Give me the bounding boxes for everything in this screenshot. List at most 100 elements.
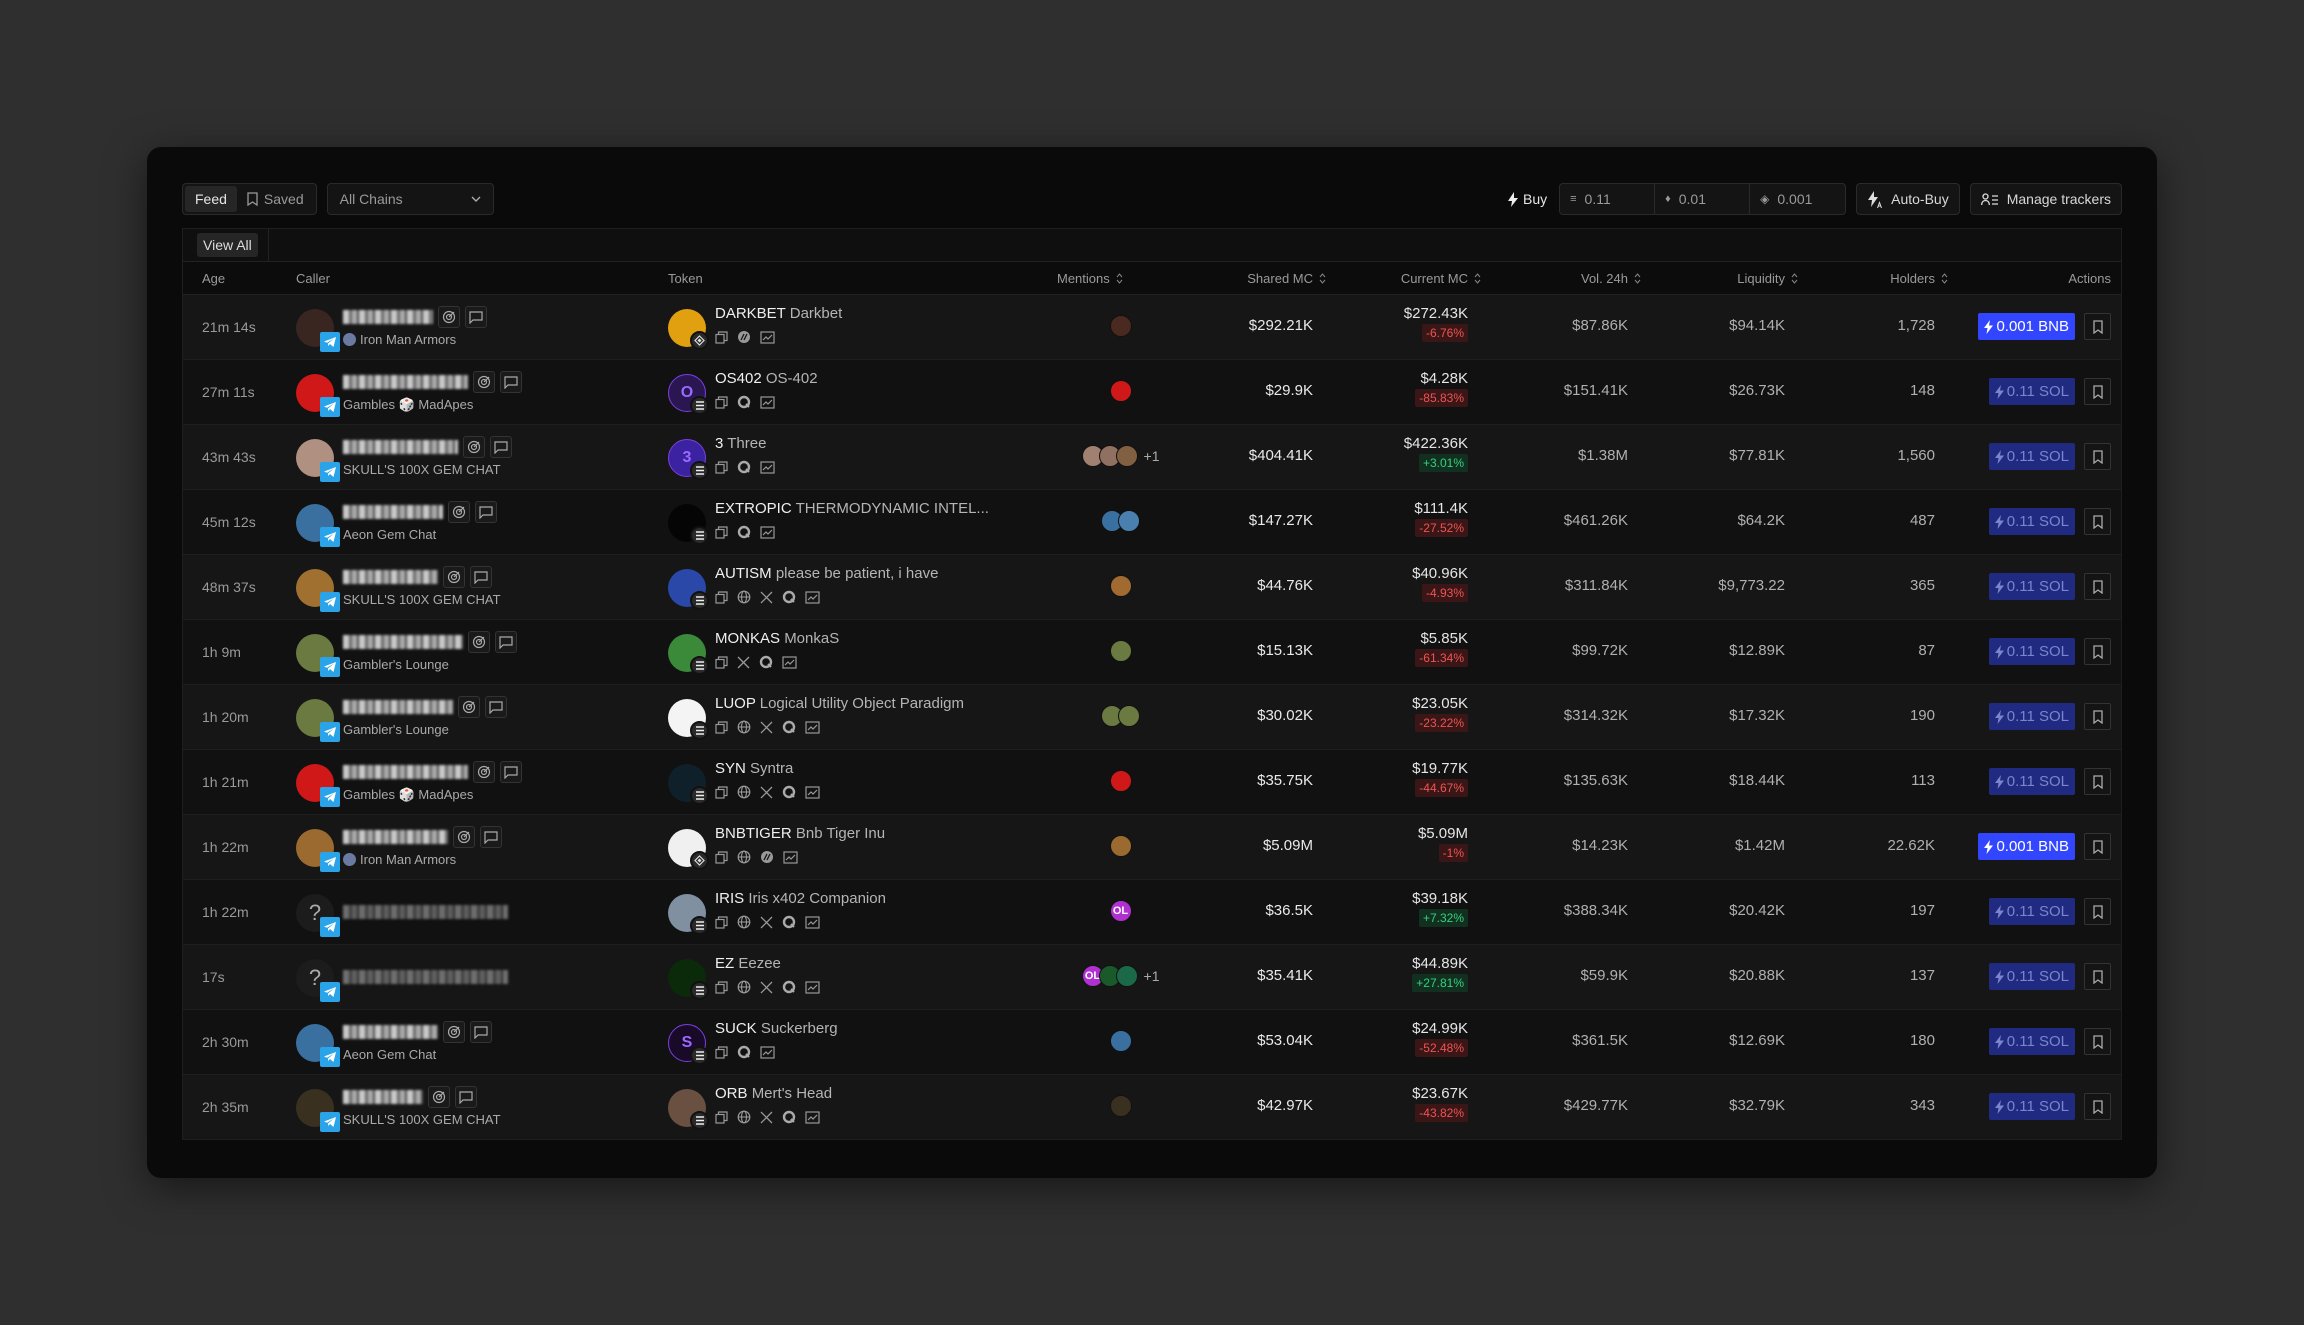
mention-avatar[interactable] — [1115, 965, 1138, 987]
track-button[interactable] — [438, 306, 460, 328]
message-button[interactable] — [475, 501, 497, 523]
mentions[interactable]: OL +1 — [1043, 965, 1203, 987]
quick-buy-button[interactable]: 0.11 SOL — [1988, 963, 2075, 990]
chain-select[interactable]: All Chains — [326, 183, 494, 215]
token-name[interactable]: SYN Syntra — [715, 760, 793, 777]
message-button[interactable] — [490, 436, 512, 458]
x-twitter-icon[interactable] — [737, 656, 750, 669]
mentions[interactable] — [1043, 705, 1203, 727]
track-button[interactable] — [443, 1021, 465, 1043]
pump-icon[interactable] — [760, 850, 774, 864]
save-button[interactable] — [2084, 313, 2111, 340]
track-button[interactable] — [448, 501, 470, 523]
copy-icon[interactable] — [715, 1045, 728, 1059]
caller-group[interactable]: Aeon Gem Chat — [343, 1047, 436, 1062]
quick-buy-button[interactable]: 0.001 BNB — [1978, 833, 2075, 860]
copy-icon[interactable] — [715, 460, 728, 474]
message-button[interactable] — [470, 566, 492, 588]
saved-tab[interactable]: Saved — [237, 186, 314, 212]
quick-buy-button[interactable]: 0.11 SOL — [1988, 1093, 2075, 1120]
table-row[interactable]: 1h 22m? IRIS Iris x402 Companion OL $36.5K $… — [183, 880, 2121, 945]
globe-icon[interactable] — [737, 785, 751, 799]
mention-avatar[interactable] — [1109, 640, 1132, 662]
save-button[interactable] — [2084, 638, 2111, 665]
manage-trackers-button[interactable]: Manage trackers — [1969, 183, 2122, 215]
column-header-vol[interactable]: Vol. 24h — [1581, 271, 1641, 286]
table-row[interactable]: 48m 37s SKULL'S 100X GEM CHAT AUTISM pleas… — [183, 555, 2121, 620]
copy-icon[interactable] — [715, 1110, 728, 1124]
caller-group[interactable]: Iron Man Armors — [343, 852, 456, 867]
caller-group[interactable]: Gambles 🎲 MadApes — [343, 787, 473, 803]
sol-amount-input[interactable]: ≡ 0.11 — [1560, 184, 1656, 214]
caller-group[interactable]: Aeon Gem Chat — [343, 527, 436, 542]
chart-icon[interactable] — [805, 590, 820, 604]
auto-buy-button[interactable]: Auto-Buy — [1856, 183, 1960, 215]
save-button[interactable] — [2084, 1093, 2111, 1120]
message-button[interactable] — [470, 1021, 492, 1043]
caller-group[interactable]: Gambler's Lounge — [343, 657, 449, 672]
token-name[interactable]: MONKAS MonkaS — [715, 630, 839, 647]
quick-buy-button[interactable]: 0.11 SOL — [1988, 573, 2075, 600]
chart-icon[interactable] — [760, 525, 775, 539]
mentions[interactable] — [1043, 770, 1203, 792]
caller-group[interactable]: Gambles 🎲 MadApes — [343, 397, 473, 413]
chart-icon[interactable] — [805, 785, 820, 799]
mention-avatar[interactable] — [1109, 315, 1132, 337]
column-header-current-mc[interactable]: Current MC — [1401, 271, 1481, 286]
chart-icon[interactable] — [782, 655, 797, 669]
save-button[interactable] — [2084, 573, 2111, 600]
pump-icon[interactable] — [737, 330, 751, 344]
mentions[interactable] — [1043, 1095, 1203, 1117]
x-twitter-icon[interactable] — [760, 786, 773, 799]
search-icon[interactable] — [737, 525, 751, 539]
globe-icon[interactable] — [737, 980, 751, 994]
save-button[interactable] — [2084, 703, 2111, 730]
caller-group[interactable]: Iron Man Armors — [343, 332, 456, 347]
save-button[interactable] — [2084, 768, 2111, 795]
chart-icon[interactable] — [783, 850, 798, 864]
mention-avatar[interactable]: OL — [1109, 900, 1132, 922]
search-icon[interactable] — [782, 720, 796, 734]
feed-tab[interactable]: Feed — [185, 186, 237, 212]
copy-icon[interactable] — [715, 330, 728, 344]
caller-group[interactable]: Gambler's Lounge — [343, 722, 449, 737]
copy-icon[interactable] — [715, 785, 728, 799]
copy-icon[interactable] — [715, 720, 728, 734]
globe-icon[interactable] — [737, 850, 751, 864]
message-button[interactable] — [500, 371, 522, 393]
mention-avatar[interactable] — [1115, 445, 1138, 467]
quick-buy-button[interactable]: 0.11 SOL — [1988, 638, 2075, 665]
chart-icon[interactable] — [805, 980, 820, 994]
eth-amount-input[interactable]: ♦ 0.01 — [1655, 184, 1751, 214]
x-twitter-icon[interactable] — [760, 981, 773, 994]
mention-avatar[interactable] — [1118, 705, 1140, 727]
column-header-liquidity[interactable]: Liquidity — [1737, 271, 1798, 286]
track-button[interactable] — [463, 436, 485, 458]
table-row[interactable]: 1h 20m Gambler's Lounge LUOP Logical Utili… — [183, 685, 2121, 750]
mentions[interactable] — [1043, 315, 1203, 337]
search-icon[interactable] — [782, 980, 796, 994]
token-name[interactable]: DARKBET Darkbet — [715, 305, 842, 322]
search-icon[interactable] — [782, 1110, 796, 1124]
x-twitter-icon[interactable] — [760, 1111, 773, 1124]
copy-icon[interactable] — [715, 655, 728, 669]
token-name[interactable]: ORB Mert's Head — [715, 1085, 832, 1102]
search-icon[interactable] — [782, 590, 796, 604]
message-button[interactable] — [480, 826, 502, 848]
track-button[interactable] — [473, 371, 495, 393]
message-button[interactable] — [485, 696, 507, 718]
chart-icon[interactable] — [760, 395, 775, 409]
chart-icon[interactable] — [805, 1110, 820, 1124]
save-button[interactable] — [2084, 378, 2111, 405]
quick-buy-button[interactable]: 0.11 SOL — [1988, 703, 2075, 730]
token-name[interactable]: 3 Three — [715, 435, 766, 452]
mentions[interactable]: +1 — [1043, 445, 1203, 467]
token-name[interactable]: OS402 OS-402 — [715, 370, 818, 387]
message-button[interactable] — [455, 1086, 477, 1108]
mention-avatar[interactable] — [1118, 510, 1140, 532]
table-row[interactable]: 2h 30m Aeon Gem Chat S SUCK Suckerberg $53.0… — [183, 1010, 2121, 1075]
token-name[interactable]: EXTROPIC THERMODYNAMIC INTEL... — [715, 500, 989, 517]
copy-icon[interactable] — [715, 395, 728, 409]
chart-icon[interactable] — [760, 330, 775, 344]
table-row[interactable]: 1h 22m Iron Man Armors BNBTIGER Bnb Tiger … — [183, 815, 2121, 880]
